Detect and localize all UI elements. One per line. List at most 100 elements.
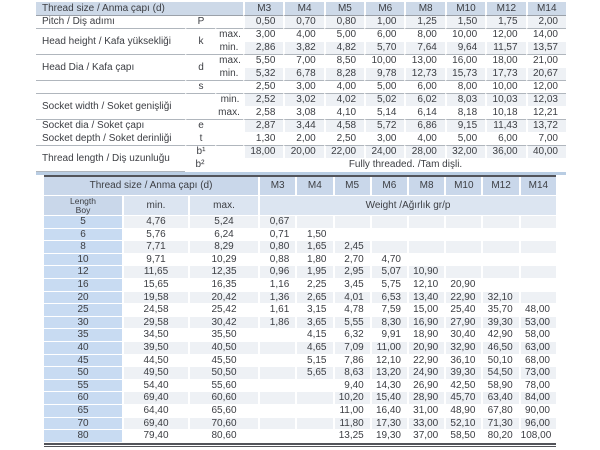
weight-cell: 11,00	[332, 404, 370, 418]
dim-value-cell: 5,00	[444, 133, 486, 146]
max-cell: 80,60	[188, 430, 259, 443]
dim-value-cell: 8,00	[404, 29, 445, 42]
dim-value-cell: 0,80	[323, 16, 365, 29]
size-header-m8: M8	[404, 2, 445, 16]
weight-cell: 7,09	[332, 341, 370, 355]
minmax-label	[215, 81, 244, 94]
dim-value-cell: 1,30	[243, 133, 284, 146]
symbol-cell: d	[185, 55, 215, 81]
dim-value-cell: 4,02	[323, 94, 365, 107]
weight-cell: 0,80	[258, 241, 296, 254]
weight-cell: 10,20	[332, 392, 370, 405]
length-cell: 70	[44, 417, 122, 431]
weight-cell: 108,00	[518, 430, 556, 443]
max-cell: 16,35	[188, 278, 259, 292]
minmax-label: min.	[215, 42, 244, 55]
weight-cell: 6,32	[332, 329, 370, 342]
max-cell: 55,60	[188, 379, 259, 393]
dim-value-cell: 10,00	[364, 55, 405, 68]
max-header: max.	[188, 196, 259, 216]
min-cell: 29,58	[122, 316, 188, 330]
weight-cell: 3,15	[295, 304, 333, 317]
weight-cell: 11,80	[332, 417, 370, 431]
dim-value-cell: 3,00	[283, 81, 324, 94]
weight-cell: 90,00	[518, 404, 556, 418]
weight-cell: 18,90	[406, 329, 445, 342]
weight-cell: 46,50	[481, 341, 519, 355]
dim-value-cell: 4,10	[323, 107, 365, 120]
weight-cell: 2,70	[332, 253, 370, 267]
dim-value-cell: 6,00	[364, 29, 405, 42]
minmax-label	[215, 133, 244, 146]
weight-cell	[518, 253, 556, 267]
size-header-m6: M6	[369, 177, 407, 196]
weight-cell: 36,10	[444, 354, 482, 368]
size-header-m12: M12	[481, 177, 519, 196]
dim-value-cell: 10,00	[444, 29, 486, 42]
weight-cell: 96,00	[518, 417, 556, 431]
weight-table-wrap: Thread size / Anma çapı (d) M3 M4 M5 M6 M8 M10…	[44, 175, 556, 447]
symbol-cell: P	[185, 16, 215, 29]
symbol-cell	[185, 94, 215, 120]
weight-cell: 0,71	[258, 228, 296, 242]
weight-cell	[518, 278, 556, 292]
weight-cell	[369, 241, 407, 254]
dim-value-cell: 5,70	[364, 42, 405, 55]
dim-value-cell: 4,82	[323, 42, 365, 55]
weight-row-8: 8 7,71 8,29 0,80 1,65 2,45	[44, 241, 556, 254]
weight-cell	[481, 216, 519, 229]
weight-cell: 3,45	[332, 278, 370, 292]
weight-cell: 37,00	[406, 430, 445, 443]
weight-cell	[295, 417, 333, 431]
minmax-label	[215, 146, 244, 159]
dim-value-cell: 36,00	[485, 146, 526, 159]
min-cell: 34,50	[122, 329, 188, 342]
weight-cell: 53,00	[518, 316, 556, 330]
length-cell: 50	[44, 367, 122, 380]
length-cell: 55	[44, 379, 122, 393]
dim-value-cell: 1,75	[485, 16, 526, 29]
dim-value-cell: 0,50	[243, 16, 284, 29]
length-header-en: Length	[70, 196, 96, 206]
weight-cell	[444, 266, 482, 279]
weight-cell: 30,40	[444, 329, 482, 342]
dim-value-cell: 9,78	[364, 68, 405, 81]
dim-value-cell: 3,02	[283, 94, 324, 107]
weight-cell: 12,10	[406, 278, 445, 292]
weight-cell	[258, 341, 296, 355]
dim-value-cell: 3,00	[364, 133, 405, 146]
dim-value-cell: 13,72	[525, 120, 566, 133]
minmax-label	[215, 159, 244, 172]
weight-cell	[406, 216, 445, 229]
dim-value-cell: 5,32	[243, 68, 284, 81]
size-header-m3: M3	[258, 177, 296, 196]
max-cell: 40,50	[188, 341, 259, 355]
weight-cell	[332, 228, 370, 242]
weight-cell: 17,30	[369, 417, 407, 431]
weight-row-50: 50 49,50 50,50 5,65 8,63 13,20 24,90 39,30 54,50…	[44, 367, 556, 380]
weight-cell: 13,25	[332, 430, 370, 443]
weight-row-70: 70 69,40 70,60 11,80 17,30 33,00 52,10 71,30 96,…	[44, 417, 556, 431]
row-label: Socket width / Soket genişliği	[36, 94, 185, 120]
weight-cell	[369, 228, 407, 242]
weight-cell	[258, 392, 296, 405]
weight-cell	[518, 291, 556, 305]
dim-value-cell: 6,00	[485, 133, 526, 146]
weight-cell: 20,90	[406, 341, 445, 355]
symbol-cell: t	[185, 133, 215, 146]
weight-cell: 33,00	[406, 417, 445, 431]
min-cell: 79,40	[122, 430, 188, 443]
weight-row-80: 80 79,40 80,60 13,25 19,30 37,00 58,50 80,20 108…	[44, 430, 556, 443]
weight-cell: 14,30	[369, 379, 407, 393]
weight-cell: 20,90	[444, 278, 482, 292]
min-cell: 4,76	[122, 216, 188, 229]
size-header-m3: M3	[243, 2, 284, 16]
weight-cell: 24,90	[406, 367, 445, 380]
dim-value-cell: 24,00	[364, 146, 405, 159]
dim-value-cell: 10,18	[485, 107, 526, 120]
min-cell: 69,40	[122, 392, 188, 405]
length-cell: 25	[44, 304, 122, 317]
dim-value-cell: 2,00	[283, 133, 324, 146]
weight-cell: 4,01	[332, 291, 370, 305]
